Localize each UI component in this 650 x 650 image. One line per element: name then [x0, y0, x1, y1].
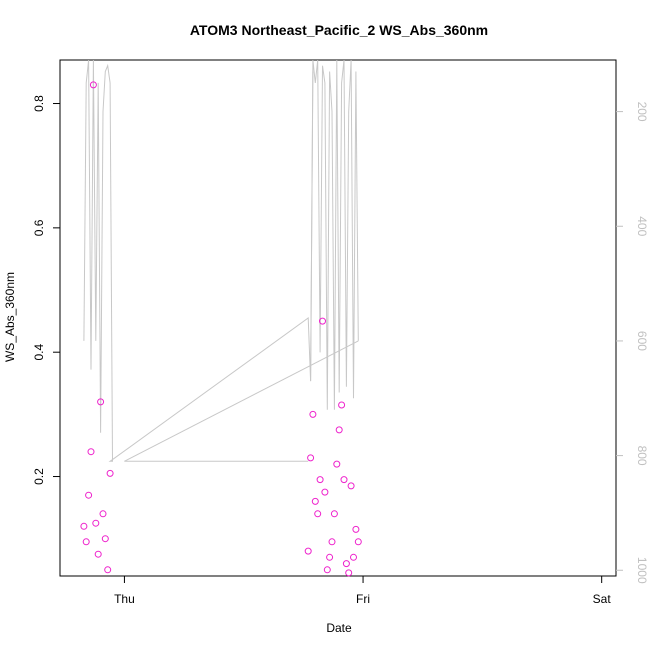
data-points — [80, 81, 362, 577]
data-point — [347, 482, 355, 490]
y-tick-label: 0.4 — [32, 344, 46, 361]
data-point — [89, 81, 97, 89]
y-axis-label: WS_Abs_360nm — [3, 272, 17, 362]
data-point — [323, 566, 331, 574]
data-point — [307, 454, 315, 462]
data-point — [314, 510, 322, 518]
depth-line-3 — [310, 59, 359, 410]
data-point — [92, 519, 100, 527]
data-point — [330, 510, 338, 518]
plot-frame — [59, 59, 617, 577]
data-point — [106, 469, 114, 477]
data-point — [354, 538, 362, 546]
data-point — [85, 491, 93, 499]
data-point — [319, 317, 326, 325]
data-point — [338, 401, 346, 409]
data-point — [82, 538, 90, 546]
data-point — [94, 550, 102, 558]
y-right-tick-label: 200 — [635, 102, 649, 122]
data-point — [104, 566, 112, 574]
data-point — [350, 553, 357, 561]
data-point — [311, 497, 319, 505]
data-point — [333, 460, 341, 468]
data-point — [326, 553, 334, 561]
depth-line-4 — [124, 340, 359, 462]
depth-lines — [83, 59, 359, 462]
y-right-tick-label: 600 — [635, 331, 649, 351]
y-tick-label: 0.6 — [32, 219, 46, 236]
data-point — [309, 410, 317, 418]
data-point — [101, 535, 109, 543]
y-tick-label: 0.8 — [32, 95, 46, 112]
chart-title: ATOM3 Northeast_Pacific_2 WS_Abs_360nm — [190, 22, 488, 38]
y-axis: 0.2 0.4 0.6 0.8 — [32, 95, 60, 485]
y-tick-label: 0.2 — [32, 468, 46, 485]
data-point — [80, 522, 88, 530]
data-point — [345, 569, 353, 577]
y-axis-right: 200 400 600 800 1000 — [616, 102, 649, 584]
x-tick-label: Sat — [593, 592, 612, 606]
data-point — [316, 476, 324, 484]
x-axis: Thu Fri Sat — [114, 576, 611, 606]
data-point — [99, 510, 107, 518]
y-right-tick-label: 1000 — [635, 557, 649, 584]
data-point — [342, 560, 350, 568]
data-point — [304, 547, 312, 555]
data-point — [328, 538, 336, 546]
data-point — [97, 398, 105, 406]
data-point — [335, 426, 343, 434]
y-right-tick-label: 400 — [635, 216, 649, 236]
data-point — [321, 488, 329, 496]
x-axis-label: Date — [326, 621, 352, 635]
data-point — [87, 448, 95, 456]
x-tick-label: Fri — [356, 592, 370, 606]
depth-line-1 — [83, 59, 314, 462]
x-tick-label: Thu — [114, 592, 135, 606]
data-point — [352, 525, 360, 533]
y-right-tick-label: 800 — [635, 446, 649, 466]
data-point — [340, 476, 348, 484]
